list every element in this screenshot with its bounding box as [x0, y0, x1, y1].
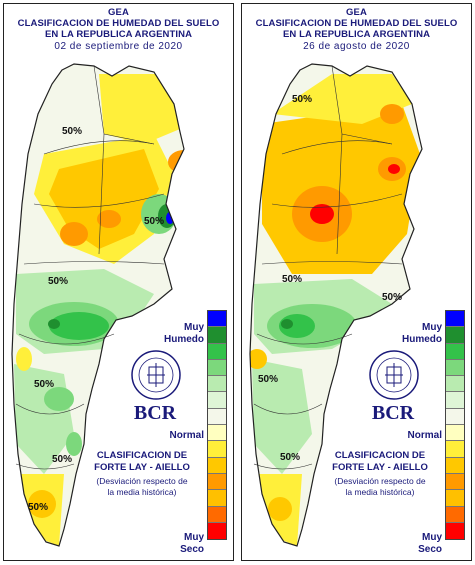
legend-swatch — [446, 522, 464, 540]
classification-subtitle-1: (Desviación respecto de — [334, 476, 426, 486]
map-label-50pct: 50% — [28, 502, 48, 513]
classification-title-2: FORTE LAY - AIELLO — [332, 462, 428, 473]
classification-subtitle-2: la media histórica) — [107, 487, 177, 497]
classification-subtitle-1: (Desviación respecto de — [96, 476, 188, 486]
legend-swatch — [208, 376, 226, 393]
bcr-logo-text: BCR — [133, 402, 177, 424]
legend-swatch — [446, 490, 464, 507]
legend-swatch — [446, 457, 464, 474]
map-label-50pct: 50% — [48, 276, 68, 287]
legend-label-muy-humedo-2: Humedo — [164, 334, 204, 345]
bcr-seal-icon — [131, 350, 181, 400]
bcr-seal-icon — [369, 350, 419, 400]
map-label-50pct: 50% — [144, 216, 164, 227]
legend-swatch — [446, 376, 464, 393]
legend-label-muy-humedo-2: Humedo — [402, 334, 442, 345]
map-title-line1: GEA — [346, 7, 367, 18]
map-panel-right: 50% 50% 50% 50% 50% GEA CLASIFICACION DE… — [241, 3, 472, 561]
legend-swatch — [208, 457, 226, 474]
legend-swatch — [208, 311, 226, 328]
map-label-50pct: 50% — [292, 94, 312, 105]
map-title-line1: GEA — [108, 7, 129, 18]
legend-swatch — [446, 343, 464, 360]
legend-label-normal: Normal — [169, 430, 204, 441]
argentina-map-right: 50% 50% 50% 50% 50% — [249, 63, 423, 547]
map-label-50pct: 50% — [280, 452, 300, 463]
legend-swatch — [208, 522, 226, 540]
legend-swatch — [208, 408, 226, 426]
classification-title-1: CLASIFICACION DE — [96, 450, 188, 461]
classification-title-1: CLASIFICACION DE — [334, 450, 426, 461]
legend-swatch — [208, 473, 226, 491]
legend-swatch — [208, 327, 226, 344]
map-date: 02 de septiembre de 2020 — [54, 41, 183, 52]
legend-swatch — [446, 473, 464, 491]
map-title-line3: EN LA REPUBLICA ARGENTINA — [44, 29, 193, 40]
classification-subtitle-2: la media histórica) — [345, 487, 415, 497]
legend-swatch — [446, 408, 464, 426]
legend-color-scale — [445, 310, 465, 541]
legend-swatch — [446, 392, 464, 409]
legend-label-muy-humedo-1: Muy — [184, 322, 204, 333]
legend-label-muy-seco-2: Seco — [418, 544, 442, 555]
map-label-50pct: 50% — [34, 379, 54, 390]
legend-swatch — [446, 327, 464, 344]
legend-label-normal: Normal — [407, 430, 442, 441]
map-panel-left: 50% 50% 50% 50% 50% 50% GEA CLASIFICACIO… — [3, 3, 234, 561]
legend-swatch — [208, 392, 226, 409]
legend-swatch — [446, 311, 464, 328]
legend-swatch — [446, 359, 464, 377]
legend-swatch — [446, 425, 464, 442]
argentina-map-left: 50% 50% 50% 50% 50% 50% — [11, 63, 185, 547]
legend-swatch — [446, 506, 464, 523]
legend-swatch — [208, 343, 226, 360]
map-date: 26 de agosto de 2020 — [303, 41, 410, 52]
legend-label-muy-seco-2: Seco — [180, 544, 204, 555]
legend-label-muy-seco-1: Muy — [422, 532, 442, 543]
bcr-logo-text: BCR — [371, 402, 415, 424]
legend-label-muy-humedo-1: Muy — [422, 322, 442, 333]
legend-swatch — [208, 441, 226, 458]
classification-title-2: FORTE LAY - AIELLO — [94, 462, 190, 473]
map-title-line3: EN LA REPUBLICA ARGENTINA — [282, 29, 431, 40]
map-title-line2: CLASIFICACION DE HUMEDAD DEL SUELO — [255, 18, 458, 29]
legend-swatch — [208, 490, 226, 507]
legend-swatch — [446, 441, 464, 458]
legend-color-scale — [207, 310, 227, 541]
legend-swatch — [208, 425, 226, 442]
legend-swatch — [208, 506, 226, 523]
map-label-50pct: 50% — [52, 454, 72, 465]
map-label-50pct: 50% — [62, 126, 82, 137]
legend-swatch — [208, 359, 226, 377]
map-label-50pct: 50% — [258, 374, 278, 385]
map-label-50pct: 50% — [282, 274, 302, 285]
map-label-50pct: 50% — [382, 292, 402, 303]
legend-label-muy-seco-1: Muy — [184, 532, 204, 543]
map-title-line2: CLASIFICACION DE HUMEDAD DEL SUELO — [17, 18, 220, 29]
